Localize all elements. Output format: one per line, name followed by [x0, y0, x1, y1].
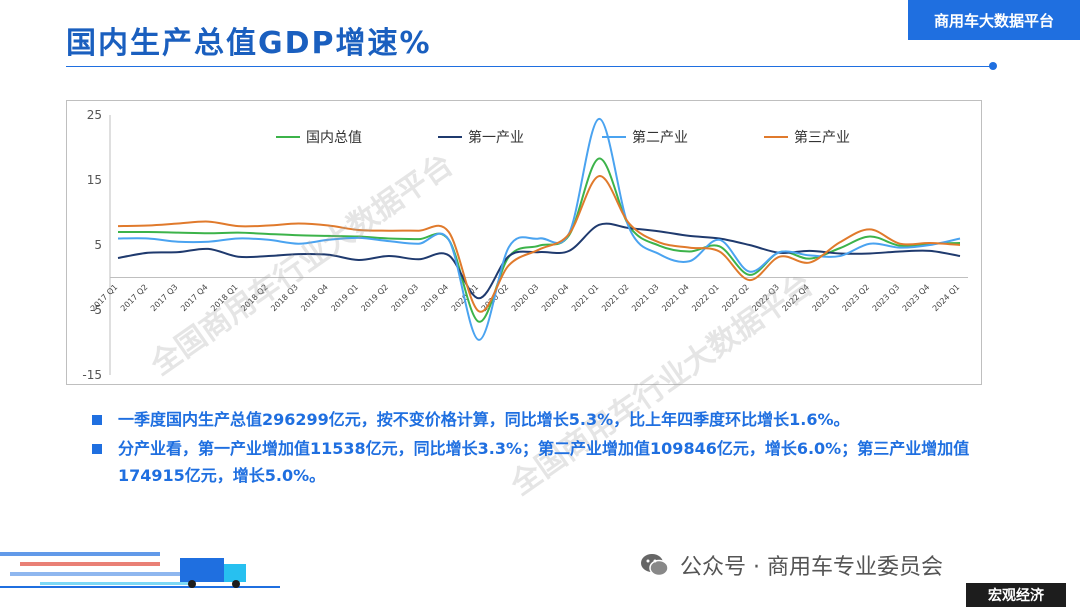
bullet-text: 分产业看，第一产业增加值11538亿元，同比增长3.3%；第二产业增加值1098… — [118, 439, 970, 485]
legend-label: 第三产业 — [794, 129, 850, 146]
x-tick-label: 2023 Q2 — [841, 283, 872, 314]
x-tick-label: 2020 Q4 — [540, 283, 571, 314]
series-line-2 — [117, 222, 961, 300]
x-tick-label: 2018 Q3 — [269, 283, 300, 314]
x-tick-label: 2023 Q1 — [811, 283, 842, 314]
x-tick-label: 2017 Q1 — [89, 283, 120, 314]
page-title: 国内生产总值GDP增速% — [66, 26, 432, 61]
x-tick-label: 2017 Q3 — [149, 283, 180, 314]
y-tick-label: 25 — [87, 108, 102, 122]
chart-frame — [66, 100, 982, 385]
x-tick-label: 2021 Q1 — [570, 283, 601, 314]
x-tick-label: 2021 Q3 — [630, 283, 661, 314]
bullet-square-icon — [92, 444, 102, 454]
legend-label: 第二产业 — [632, 129, 688, 146]
x-tick-label: 2020 Q3 — [510, 283, 541, 314]
series-line-3 — [117, 117, 961, 341]
x-tick-label: 2019 Q4 — [420, 283, 451, 314]
series-line-4 — [117, 175, 961, 313]
x-tick-label: 2024 Q1 — [931, 283, 962, 314]
x-tick-label: 2019 Q2 — [359, 283, 390, 314]
x-tick-label: 2017 Q2 — [119, 283, 150, 314]
x-tick-label: 2021 Q2 — [600, 283, 631, 314]
series-line-1 — [117, 157, 961, 323]
legend-label: 国内总值 — [306, 130, 362, 146]
divider-dot — [989, 62, 997, 70]
wechat-account-label: 公众号 · 商用车专业委员会 — [680, 555, 943, 580]
truck-icon — [0, 552, 280, 588]
wechat-account: 公众号 · 商用车专业委员会 — [640, 549, 943, 581]
bullet-square-icon — [92, 415, 102, 425]
x-tick-label: 2023 Q4 — [901, 283, 932, 314]
x-tick-label: 2018 Q1 — [209, 283, 240, 314]
x-tick-label: 2022 Q4 — [780, 283, 811, 314]
y-tick-label: -5 — [90, 303, 102, 317]
section-tag: 宏观经济 — [966, 583, 1066, 607]
x-tick-label: 2018 Q2 — [239, 283, 270, 314]
x-tick-label: 2022 Q1 — [690, 283, 721, 314]
title-divider — [66, 66, 994, 67]
x-tick-label: 2019 Q3 — [390, 283, 421, 314]
x-tick-label: 2018 Q4 — [299, 283, 330, 314]
bullet-text: 一季度国内生产总值296299亿元，按不变价格计算，同比增长5.3%，比上年四季… — [118, 410, 850, 429]
y-tick-label: 15 — [87, 173, 102, 187]
y-tick-label: 5 — [94, 238, 102, 252]
x-tick-label: 2021 Q4 — [660, 283, 691, 314]
x-tick-label: 2022 Q3 — [750, 283, 781, 314]
summary-bullets: 一季度国内生产总值296299亿元，按不变价格计算，同比增长5.3%，比上年四季… — [92, 406, 992, 491]
x-tick-label: 2023 Q3 — [871, 283, 902, 314]
legend-label: 第一产业 — [468, 129, 524, 146]
x-tick-label: 2017 Q4 — [179, 283, 210, 314]
y-tick-label: -15 — [82, 368, 102, 382]
x-tick-label: 2022 Q2 — [720, 283, 751, 314]
x-tick-label: 2019 Q1 — [329, 283, 360, 314]
bullet-item: 分产业看，第一产业增加值11538亿元，同比增长3.3%；第二产业增加值1098… — [92, 435, 992, 489]
bullet-item: 一季度国内生产总值296299亿元，按不变价格计算，同比增长5.3%，比上年四季… — [92, 406, 992, 433]
wechat-icon — [641, 554, 669, 577]
brand-badge: 商用车大数据平台 — [908, 0, 1080, 40]
